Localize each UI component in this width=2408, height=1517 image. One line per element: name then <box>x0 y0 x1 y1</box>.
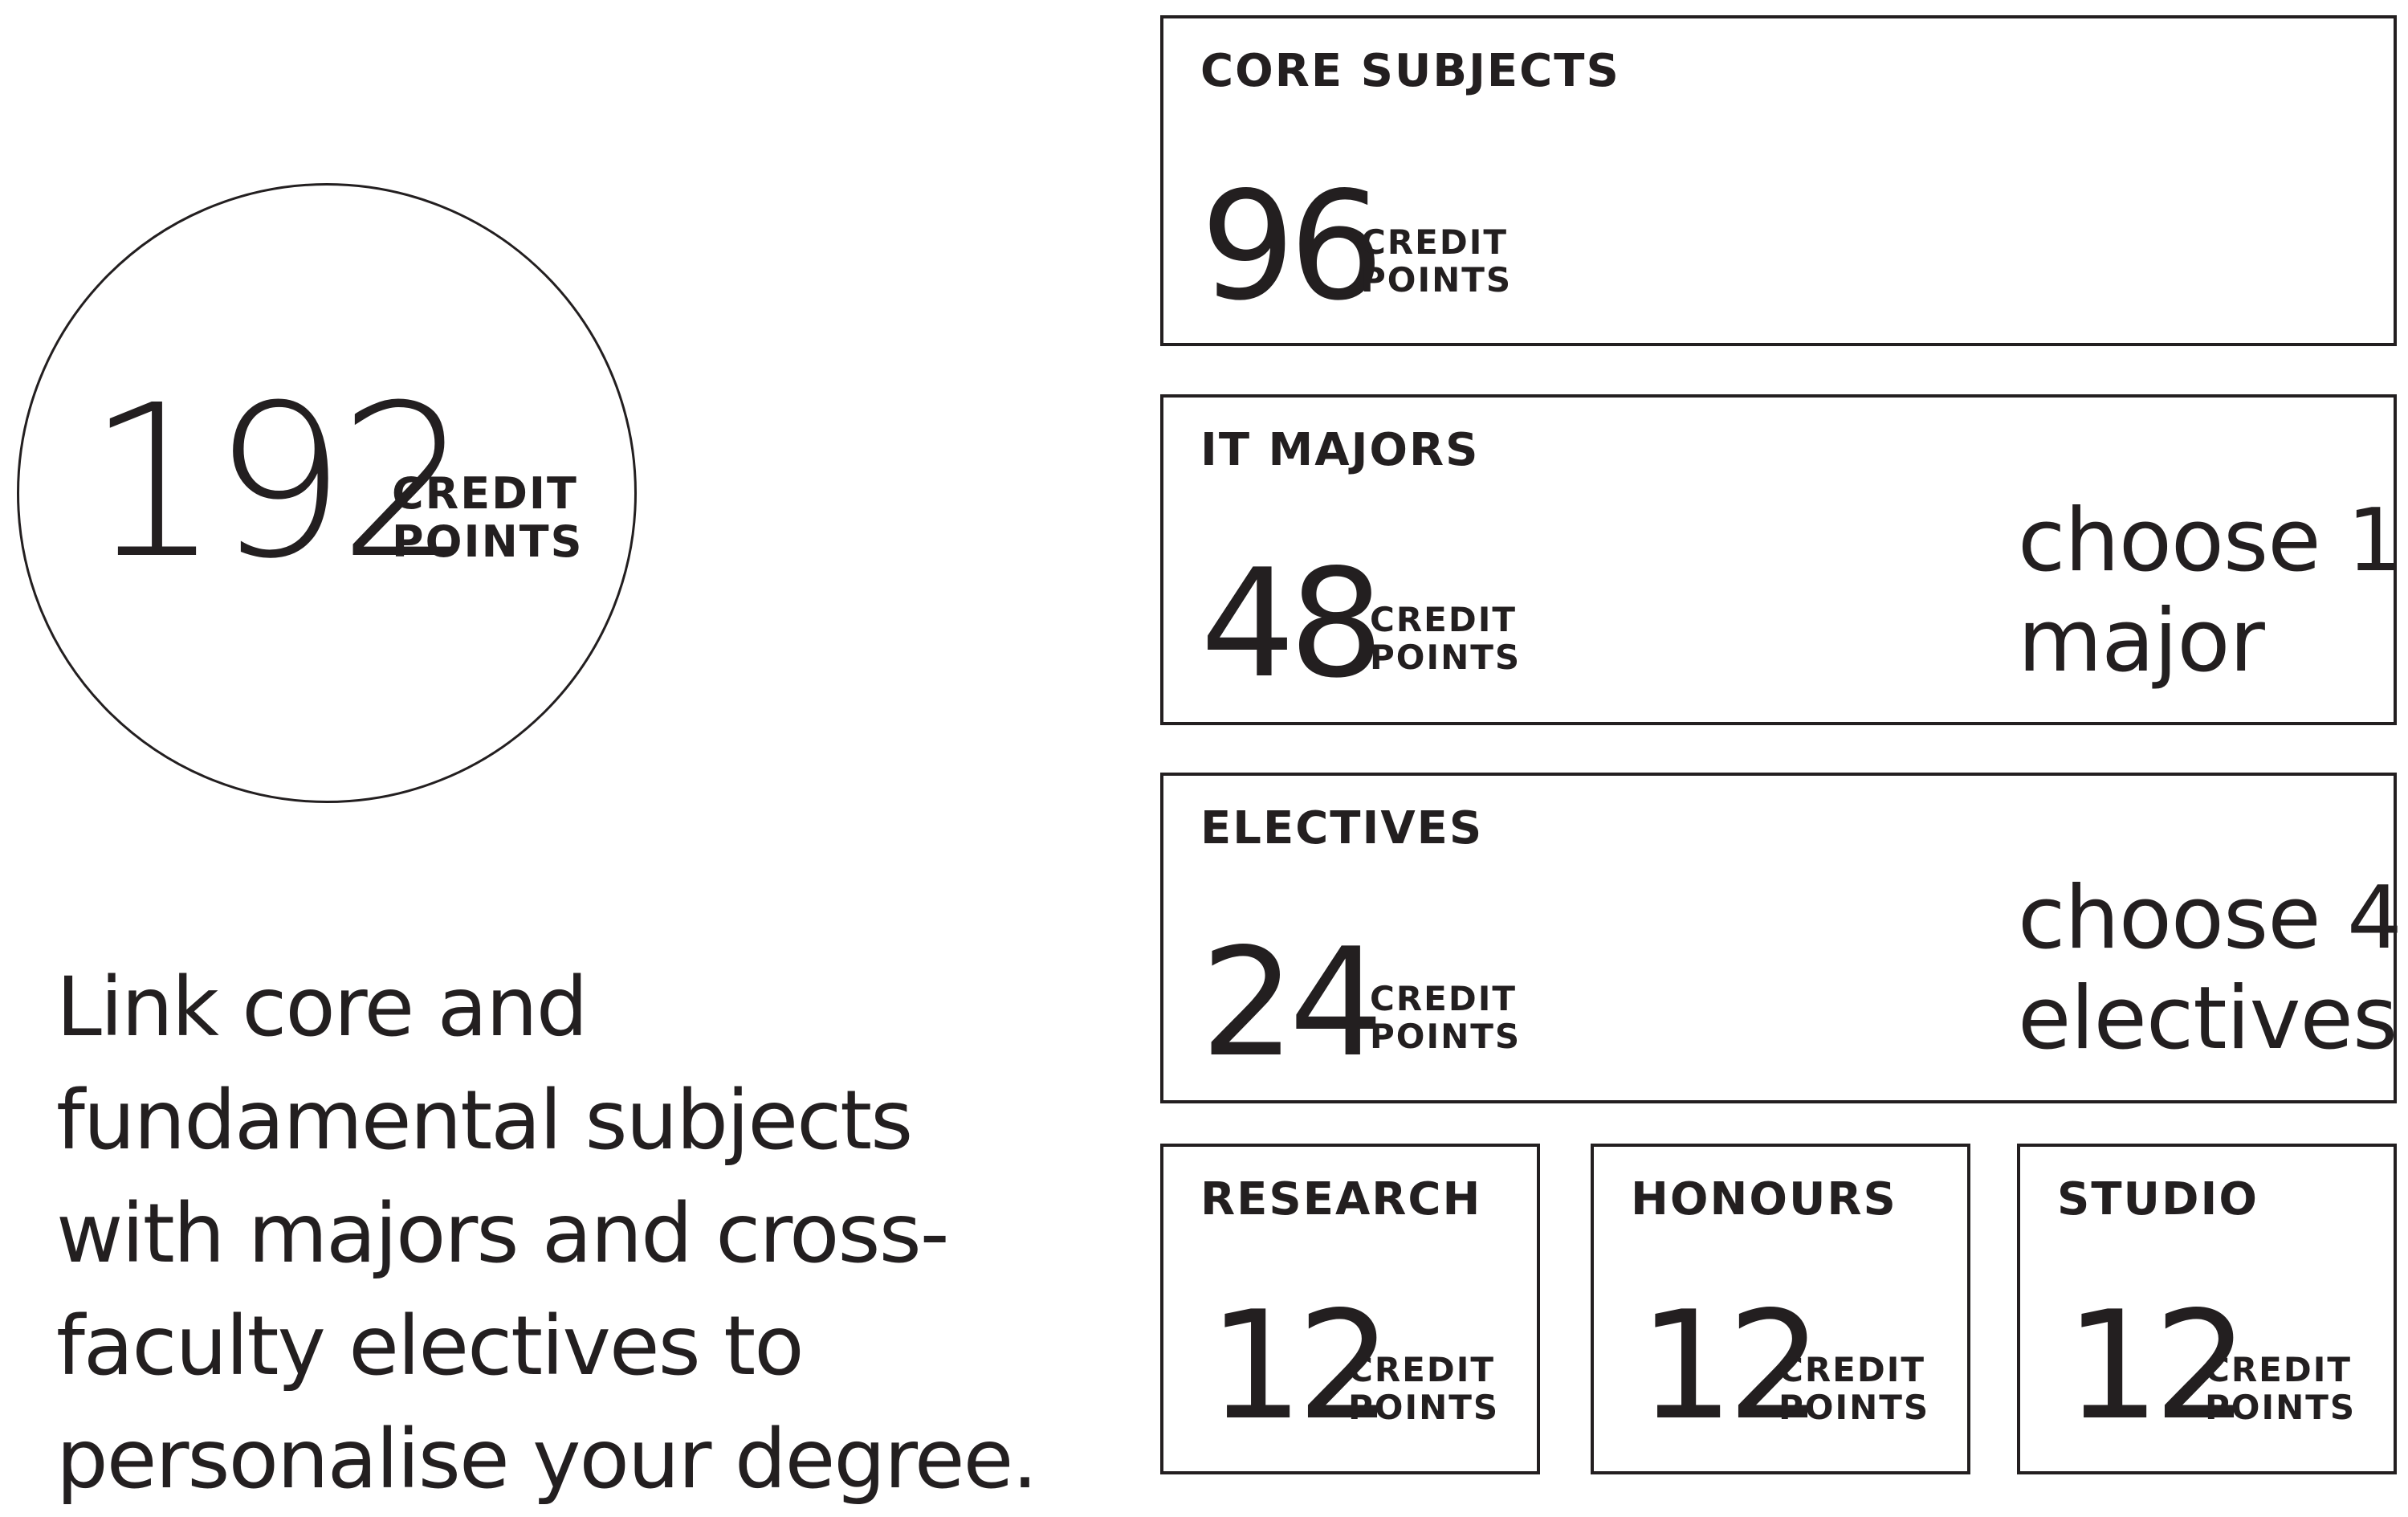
box-title: ELECTIVES <box>1200 802 1484 854</box>
box-credit-value: 48 <box>1200 536 1384 711</box>
box-credit-value: 12 <box>1208 1278 1392 1453</box>
box-title: HONOURS <box>1631 1173 1897 1225</box>
box-choice-text: choose 1 major <box>2018 491 2402 692</box>
choice-line2: major <box>2018 591 2265 692</box>
box-credit-value: 96 <box>1200 159 1384 333</box>
box-choice-text: choose 4 electives <box>2018 868 2402 1070</box>
total-credit-value: 192 <box>87 360 472 605</box>
choice-line1: choose 4 <box>2018 868 2402 969</box>
box-unit-line2: POINTS <box>1370 1017 1522 1057</box>
box-credit-unit: CREDIT POINTS <box>1361 223 1512 299</box>
box-unit-line1: CREDIT <box>1361 222 1508 262</box>
research-box: RESEARCH 12 CREDIT POINTS <box>1160 1144 1540 1474</box>
box-credit-unit: CREDIT POINTS <box>1370 980 1521 1055</box>
total-unit-line2: POINTS <box>392 516 584 568</box>
box-unit-line1: CREDIT <box>2205 1350 2352 1389</box>
box-unit-line2: POINTS <box>1348 1388 1500 1428</box>
box-credit-value: 12 <box>1639 1278 1823 1453</box>
box-unit-line2: POINTS <box>2205 1388 2357 1428</box>
box-credit-unit: CREDIT POINTS <box>1778 1351 1929 1426</box>
electives-box: ELECTIVES 24 CREDIT POINTS choose 4 elec… <box>1160 773 2402 1103</box>
box-unit-line2: POINTS <box>1361 260 1513 300</box>
choice-line2: electives <box>2018 969 2398 1070</box>
total-credit-circle <box>17 183 637 803</box>
box-unit-line1: CREDIT <box>1778 1350 1925 1389</box>
total-credit-unit: CREDIT POINTS <box>392 468 584 568</box>
box-title: IT MAJORS <box>1200 424 1480 476</box>
box-unit-line1: CREDIT <box>1348 1350 1495 1389</box>
box-unit-line1: CREDIT <box>1370 600 1517 639</box>
box-unit-line1: CREDIT <box>1370 979 1517 1018</box>
degree-tagline: Link core and fundamental subjects with … <box>56 960 1038 1507</box>
it-majors-box: IT MAJORS 48 CREDIT POINTS choose 1 majo… <box>1160 394 2402 725</box>
box-unit-line2: POINTS <box>1778 1388 1930 1428</box>
choice-line1: choose 1 <box>2018 491 2402 591</box>
box-credit-unit: CREDIT POINTS <box>1348 1351 1499 1426</box>
honours-box: HONOURS 12 CREDIT POINTS <box>1591 1144 1970 1474</box>
box-credit-unit: CREDIT POINTS <box>1370 601 1521 676</box>
box-title: RESEARCH <box>1200 1173 1482 1225</box>
box-credit-value: 24 <box>1200 916 1384 1090</box>
box-title: STUDIO <box>2057 1173 2259 1225</box>
box-credit-value: 12 <box>2065 1278 2249 1453</box>
box-unit-line2: POINTS <box>1370 638 1522 678</box>
box-credit-unit: CREDIT POINTS <box>2205 1351 2356 1426</box>
studio-box: STUDIO 12 CREDIT POINTS <box>2017 1144 2397 1474</box>
box-title: CORE SUBJECTS <box>1200 45 1620 97</box>
core-subjects-box: CORE SUBJECTS 96 CREDIT POINTS <box>1160 15 2397 346</box>
total-unit-line1: CREDIT <box>392 468 578 519</box>
